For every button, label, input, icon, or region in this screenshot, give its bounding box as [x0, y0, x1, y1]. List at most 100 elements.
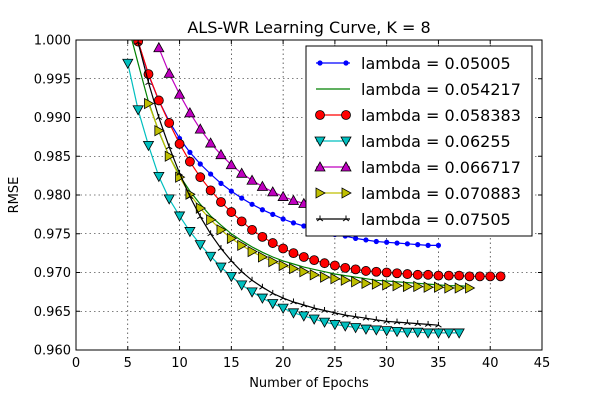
data-point — [290, 220, 297, 226]
data-point — [290, 298, 297, 305]
tri-marker-arm — [393, 321, 398, 325]
data-point — [415, 242, 421, 248]
data-point — [318, 317, 331, 328]
data-point — [340, 274, 352, 286]
tri-marker-arm — [217, 248, 222, 251]
data-point — [145, 79, 152, 86]
data-point — [236, 167, 248, 178]
x-tick-label: 40 — [482, 356, 499, 371]
data-point — [363, 237, 369, 243]
legend-marker — [340, 161, 352, 172]
tri-marker-arm — [316, 218, 321, 222]
tri-marker-arm — [165, 146, 170, 150]
data-point — [329, 320, 341, 331]
tri-marker-arm — [355, 316, 359, 320]
data-point — [413, 280, 424, 293]
legend-marker — [314, 136, 326, 147]
data-point — [208, 171, 214, 177]
series-2 — [133, 40, 506, 282]
tri-marker-arm — [259, 286, 263, 290]
x-axis-title: Number of Epochs — [249, 376, 369, 391]
tri-marker-arm — [137, 41, 142, 45]
tri-marker-arm — [262, 286, 266, 290]
data-point — [289, 262, 300, 275]
data-point — [393, 318, 401, 325]
data-point — [288, 248, 299, 259]
data-point — [340, 262, 351, 273]
x-tick-label: 10 — [171, 356, 188, 371]
data-point — [197, 161, 203, 167]
y-tick-label: 0.965 — [34, 305, 71, 320]
data-point — [464, 271, 475, 282]
data-point — [277, 190, 289, 201]
tri-marker-arm — [168, 146, 173, 150]
tri-marker-arm — [238, 271, 242, 275]
x-tick-label: 25 — [327, 356, 344, 371]
legend-marker — [314, 161, 326, 172]
data-point — [279, 294, 287, 301]
data-point — [432, 328, 445, 339]
data-point — [246, 287, 258, 298]
series-5 — [144, 97, 476, 294]
data-point — [434, 281, 445, 293]
data-point — [173, 88, 186, 99]
data-point — [228, 257, 235, 264]
data-point — [349, 323, 362, 334]
data-point — [382, 279, 393, 291]
series-6 — [134, 40, 442, 328]
data-point — [122, 58, 134, 70]
data-point — [320, 271, 331, 283]
data-point — [339, 321, 351, 332]
tri-marker-arm — [282, 297, 287, 301]
tri-marker-arm — [196, 216, 201, 220]
tri-marker-arm — [290, 301, 294, 305]
data-point — [392, 268, 402, 279]
tri-marker-arm — [220, 248, 225, 251]
data-point — [249, 201, 255, 207]
y-tick-label: 0.970 — [34, 266, 71, 281]
data-point — [384, 239, 390, 245]
data-point — [173, 211, 186, 222]
data-point — [247, 224, 257, 235]
data-point — [298, 252, 309, 262]
data-point — [186, 193, 194, 199]
legend-item: lambda = 0.066717 — [314, 158, 521, 177]
data-point — [216, 224, 227, 236]
data-point — [215, 262, 227, 273]
data-point — [423, 269, 433, 280]
data-point — [228, 188, 234, 194]
data-point — [380, 326, 393, 337]
legend-label: lambda = 0.07505 — [361, 210, 511, 229]
data-point — [309, 269, 321, 281]
data-point — [425, 242, 431, 248]
data-point — [268, 255, 279, 268]
data-point — [238, 268, 245, 275]
data-point — [331, 309, 339, 316]
x-axis: 0 5 10 15 20 25 30 35 40 45 — [72, 40, 550, 371]
legend-label: lambda = 0.058383 — [361, 106, 521, 125]
y-tick-label: 0.985 — [34, 150, 71, 165]
tri-marker-arm — [345, 218, 350, 222]
tri-marker-arm — [331, 312, 336, 316]
tri-marker-arm — [272, 293, 277, 296]
tri-marker-arm — [344, 314, 349, 318]
data-point — [329, 260, 340, 271]
data-point — [132, 105, 144, 116]
tri-marker-arm — [376, 319, 380, 323]
data-point — [341, 311, 349, 318]
data-point — [321, 306, 328, 313]
tri-marker-arm — [207, 233, 211, 237]
data-point — [270, 211, 276, 217]
data-point — [144, 97, 155, 110]
y-axis-title: RMSE — [7, 177, 22, 214]
data-point — [154, 124, 165, 137]
data-point — [474, 271, 485, 282]
data-point — [370, 325, 382, 336]
data-point — [383, 317, 390, 324]
data-point — [185, 156, 195, 167]
data-point — [361, 277, 372, 290]
tri-marker-arm — [362, 317, 367, 321]
data-point — [392, 279, 403, 292]
data-point — [412, 269, 423, 280]
